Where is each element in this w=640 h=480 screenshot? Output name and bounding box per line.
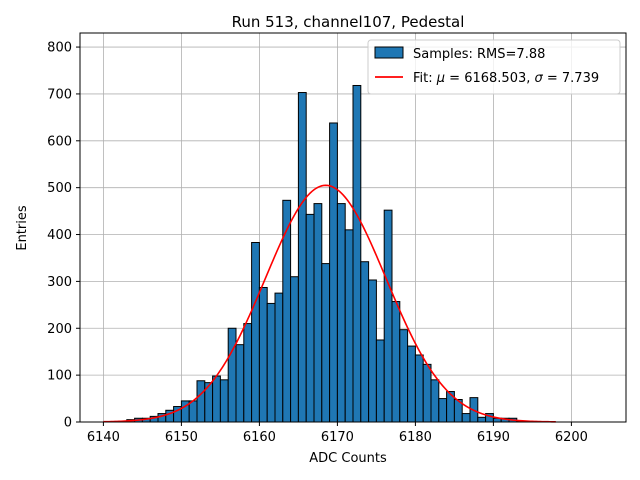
histogram-bar (219, 379, 229, 423)
histogram-bar (290, 276, 299, 423)
x-tick-label: 6140 (87, 430, 120, 445)
histogram-bar (477, 416, 487, 423)
histogram-bar (266, 302, 276, 423)
histogram-bar (360, 261, 370, 423)
histogram-bar (274, 292, 284, 423)
y-tick-label: 200 (47, 322, 72, 337)
histogram-bar (258, 286, 268, 423)
x-tick-label: 6180 (399, 430, 432, 445)
histogram-bar (305, 213, 315, 423)
chart-title: Run 513, channel107, Pedestal (232, 13, 465, 31)
y-tick-label: 100 (47, 369, 72, 384)
histogram-bar (344, 229, 354, 423)
histogram-bar (313, 203, 323, 423)
histogram-bar (461, 413, 471, 423)
x-tick-label: 6160 (243, 430, 276, 445)
y-axis-label: Entries (15, 205, 30, 251)
x-axis-label: ADC Counts (309, 451, 387, 466)
histogram-bar (212, 375, 221, 423)
legend: Samples: RMS=7.88 Fit: μ = 6168.503, σ =… (367, 39, 621, 95)
legend-label-fit: Fit: μ = 6168.503, σ = 7.739 (413, 71, 599, 86)
y-tick-label: 500 (47, 181, 72, 196)
fit-curve-group (103, 184, 556, 423)
histogram-bar (321, 263, 331, 423)
y-tick-label: 400 (47, 228, 72, 243)
plot-frame (79, 32, 627, 423)
x-tick-label: 6190 (477, 430, 510, 445)
y-tick-label: 300 (47, 275, 72, 290)
histogram-bar (251, 241, 260, 423)
histogram-bar (336, 203, 346, 423)
y-tick-label: 600 (47, 134, 72, 149)
histogram-bar (391, 301, 401, 423)
legend-fit-sigma-symbol: σ (535, 71, 544, 86)
histogram-bar (188, 400, 198, 423)
y-tick-label: 800 (47, 41, 72, 56)
legend-fit-sigma-value: = 7.739 (543, 71, 599, 86)
y-axis-ticks: 0 100 200 300 400 500 600 700 800 (47, 41, 80, 431)
fit-curve (103, 184, 556, 423)
legend-frame (367, 39, 621, 95)
legend-fit-mu-symbol: μ (436, 71, 445, 86)
legend-label-samples: Samples: RMS=7.88 (413, 47, 545, 62)
histogram-bar (235, 344, 245, 423)
histogram-bar (329, 122, 338, 423)
histogram-bar (352, 84, 362, 423)
x-tick-label: 6170 (321, 430, 354, 445)
histogram-bar (407, 345, 416, 423)
y-tick-label: 0 (64, 416, 72, 431)
histogram-bar (438, 398, 448, 423)
x-tick-label: 6150 (165, 430, 198, 445)
y-tick-label: 700 (47, 87, 72, 102)
histogram-bar (399, 329, 409, 423)
histogram-bar (196, 380, 206, 423)
legend-fit-mu-value: = 6168.503, (445, 71, 534, 86)
histogram-bar (282, 199, 292, 423)
histogram-bars (118, 84, 526, 423)
histogram-bar (375, 339, 385, 423)
x-tick-label: 6200 (555, 430, 588, 445)
legend-swatch-samples (374, 46, 404, 59)
histogram-bar (430, 379, 440, 423)
histogram-bar (414, 354, 424, 423)
histogram-bar (243, 323, 253, 423)
histogram-bar (227, 327, 237, 423)
legend-fit-prefix: Fit: (413, 71, 437, 86)
histogram-bar (422, 363, 432, 423)
histogram-bar (383, 209, 393, 423)
histogram-bar (368, 279, 377, 423)
x-axis-ticks: 6140 6150 6160 6170 6180 6190 6200 (87, 422, 588, 445)
histogram-bar (297, 92, 307, 423)
